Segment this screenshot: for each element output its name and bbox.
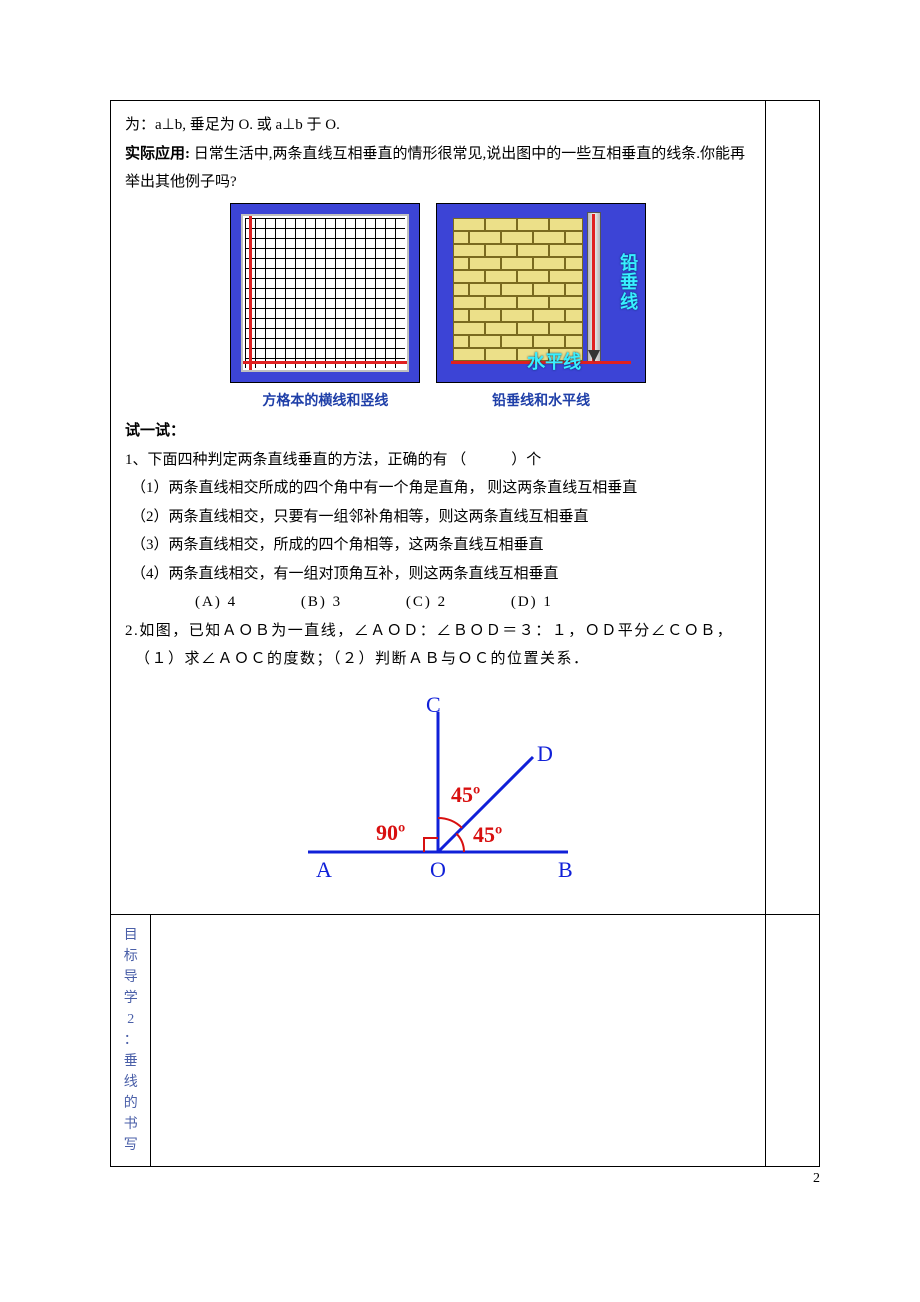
q1-option-b: (B) 3 — [301, 588, 342, 617]
svg-text:A: A — [316, 857, 332, 882]
grid-caption: 方格本的横线和竖线 — [230, 387, 420, 414]
sidebar-char: 目 — [115, 925, 146, 946]
svg-text:45º: 45º — [451, 782, 480, 807]
plumb-horizontal-label: 水平线 — [527, 345, 581, 379]
q1-item: （3）两条直线相交，所成的四个角相等，这两条直线互相垂直 — [125, 531, 751, 560]
svg-text:O: O — [430, 857, 446, 882]
svg-text:C: C — [426, 692, 441, 717]
practical-line: 实际应用: 日常生活中,两条直线互相垂直的情形很常见,说出图中的一些互相垂直的线… — [125, 140, 751, 197]
practical-text: 日常生活中,两条直线互相垂直的情形很常见,说出图中的一些互相垂直的线条.你能再举… — [125, 146, 745, 191]
grid-illustration: 方格本的横线和竖线 — [230, 203, 420, 414]
sidebar-char: ： — [115, 1030, 146, 1051]
page-number: 2 — [813, 1171, 820, 1187]
q1-item: （4）两条直线相交，有一组对顶角互补，则这两条直线互相垂直 — [125, 560, 751, 589]
svg-text:B: B — [558, 857, 573, 882]
sidebar-char: 学 — [115, 988, 146, 1009]
sidebar-char: 书 — [115, 1114, 146, 1135]
sidebar-label-cell: 目标导学2：垂线的书写 — [111, 915, 151, 1167]
svg-text:D: D — [537, 741, 553, 766]
sidebar-char: 线 — [115, 1072, 146, 1093]
sidebar-char: 垂 — [115, 1051, 146, 1072]
q1-options: (A) 4 (B) 3 (C) 2 (D) 1 — [125, 588, 751, 617]
sidebar-char: 标 — [115, 946, 146, 967]
sidebar-char: 写 — [115, 1135, 146, 1156]
q2-line2: （１）求∠ＡＯＣ的度数；（２）判断ＡＢ与ＯＣ的位置关系． — [125, 645, 751, 674]
plumb-caption: 铅垂线和水平线 — [436, 387, 646, 414]
plumb-vertical-label: 铅垂线 — [619, 254, 639, 313]
sidebar-char: 2 — [115, 1009, 146, 1030]
svg-text:90º: 90º — [376, 820, 405, 845]
q1-option-c: (C) 2 — [406, 588, 447, 617]
q1-item: （1）两条直线相交所成的四个角中有一个角是直角， 则这两条直线互相垂直 — [125, 474, 751, 503]
q1-option-d: (D) 1 — [511, 588, 553, 617]
practical-label: 实际应用: — [125, 146, 190, 162]
intro-line: 为：a⊥b, 垂足为 O. 或 a⊥b 于 O. — [125, 111, 751, 140]
plumb-illustration: 铅垂线 水平线 铅垂线和水平线 — [436, 203, 646, 414]
q1-stem: 1、下面四种判定两条直线垂直的方法，正确的有 （ ）个 — [125, 446, 751, 475]
q2-line1: 2.如图，已知ＡＯＢ为一直线，∠ＡＯＤ：∠ＢＯＤ＝３：１，ＯＤ平分∠ＣＯＢ， — [125, 617, 751, 646]
angle-diagram: 90º 45º 45º A B C D O — [125, 682, 751, 903]
brick-wall — [453, 218, 583, 358]
svg-text:45º: 45º — [473, 822, 502, 847]
illustration-row: 方格本的横线和竖线 铅垂线 水平线 铅垂线和水平线 — [125, 203, 751, 414]
sidebar-char: 导 — [115, 967, 146, 988]
q1-item: （2）两条直线相交，只要有一组邻补角相等，则这两条直线互相垂直 — [125, 503, 751, 532]
q1-option-a: (A) 4 — [195, 588, 237, 617]
try-header: 试一试： — [125, 417, 751, 446]
sidebar-char: 的 — [115, 1093, 146, 1114]
